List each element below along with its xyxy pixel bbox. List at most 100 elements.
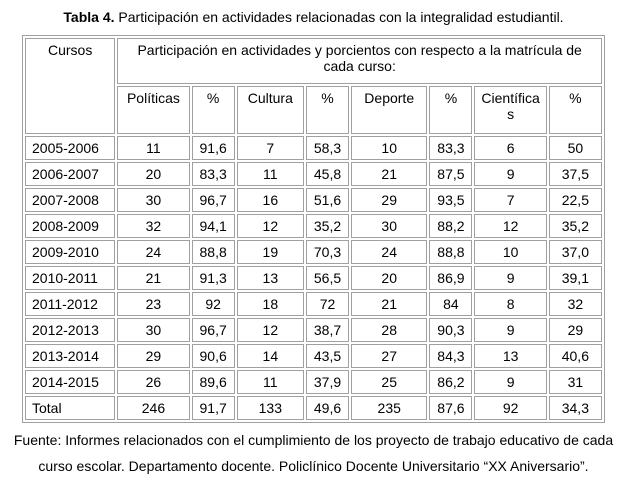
row-header-curso: Total bbox=[25, 396, 116, 420]
row-header-curso: 2008-2009 bbox=[25, 214, 116, 238]
data-cell: 29 bbox=[351, 188, 428, 212]
data-cell: 49,6 bbox=[305, 396, 350, 420]
table-row: 2014-2015 26 89,6 11 37,9 25 86,2 9 31 bbox=[25, 370, 602, 394]
data-cell: 37,0 bbox=[548, 240, 602, 264]
data-cell: 12 bbox=[236, 214, 304, 238]
data-cell: 37,9 bbox=[305, 370, 350, 394]
data-cell: 91,3 bbox=[191, 266, 235, 290]
data-cell: 96,7 bbox=[191, 188, 235, 212]
row-header-curso: 2009-2010 bbox=[25, 240, 116, 264]
data-cell: 83,3 bbox=[191, 162, 235, 186]
data-cell: 11 bbox=[236, 162, 304, 186]
data-cell: 14 bbox=[236, 344, 304, 368]
row-header-curso: 2006-2007 bbox=[25, 162, 116, 186]
column-header: Deporte bbox=[351, 86, 428, 134]
table-row: 2008-2009 32 94,1 12 35,2 30 88,2 12 35,2 bbox=[25, 214, 602, 238]
data-cell: 26 bbox=[117, 370, 190, 394]
column-header: % bbox=[191, 86, 235, 134]
column-header: % bbox=[305, 86, 350, 134]
row-header-curso: 2013-2014 bbox=[25, 344, 116, 368]
data-cell: 10 bbox=[351, 136, 428, 160]
data-cell: 93,5 bbox=[429, 188, 473, 212]
row-header-curso: 2011-2012 bbox=[25, 292, 116, 316]
participation-table: Cursos Participación en actividades y po… bbox=[22, 35, 605, 423]
data-cell: 7 bbox=[236, 136, 304, 160]
column-header: Políticas bbox=[117, 86, 190, 134]
row-header-curso: 2010-2011 bbox=[25, 266, 116, 290]
data-cell: 12 bbox=[236, 318, 304, 342]
table-caption-label: Tabla 4. bbox=[63, 9, 115, 25]
data-cell: 91,6 bbox=[191, 136, 235, 160]
data-cell: 35,2 bbox=[305, 214, 350, 238]
data-cell: 84,3 bbox=[429, 344, 473, 368]
table-row: 2012-2013 30 96,7 12 38,7 28 90,3 9 29 bbox=[25, 318, 602, 342]
table-caption-text: Participación en actividades relacionada… bbox=[114, 9, 564, 25]
data-cell: 28 bbox=[351, 318, 428, 342]
data-cell: 24 bbox=[351, 240, 428, 264]
data-cell: 133 bbox=[236, 396, 304, 420]
column-header: % bbox=[429, 86, 473, 134]
data-cell: 92 bbox=[191, 292, 235, 316]
data-cell: 29 bbox=[548, 318, 602, 342]
data-cell: 38,7 bbox=[305, 318, 350, 342]
data-cell: 32 bbox=[117, 214, 190, 238]
data-cell: 84 bbox=[429, 292, 473, 316]
table-row: 2013-2014 29 90,6 14 43,5 27 84,3 13 40,6 bbox=[25, 344, 602, 368]
data-cell: 31 bbox=[548, 370, 602, 394]
data-cell: 83,3 bbox=[429, 136, 473, 160]
data-cell: 72 bbox=[305, 292, 350, 316]
data-cell: 25 bbox=[351, 370, 428, 394]
data-cell: 91,7 bbox=[191, 396, 235, 420]
data-cell: 89,6 bbox=[191, 370, 235, 394]
data-cell: 96,7 bbox=[191, 318, 235, 342]
data-cell: 87,6 bbox=[429, 396, 473, 420]
data-cell: 88,8 bbox=[429, 240, 473, 264]
data-cell: 30 bbox=[117, 188, 190, 212]
data-cell: 11 bbox=[117, 136, 190, 160]
column-header-row: Políticas% Cultura% Deporte% Científicas% bbox=[25, 86, 602, 134]
data-cell: 34,3 bbox=[548, 396, 602, 420]
table-row: 2006-2007 20 83,3 11 45,8 21 87,5 9 37,5 bbox=[25, 162, 602, 186]
group-header-row: Cursos Participación en actividades y po… bbox=[25, 38, 602, 134]
data-cell: 21 bbox=[351, 162, 428, 186]
data-cell: 9 bbox=[474, 266, 547, 290]
table-row: 2010-2011 21 91,3 13 56,5 20 86,9 9 39,1 bbox=[25, 266, 602, 290]
data-cell: 7 bbox=[474, 188, 547, 212]
row-header-curso: 2005-2006 bbox=[25, 136, 116, 160]
corner-header-cursos: Cursos bbox=[25, 38, 116, 134]
data-cell: 20 bbox=[117, 162, 190, 186]
data-cell: 70,3 bbox=[305, 240, 350, 264]
data-cell: 246 bbox=[117, 396, 190, 420]
table-row: 2007-2008 30 96,7 16 51,6 29 93,5 7 22,5 bbox=[25, 188, 602, 212]
row-header-curso: 2012-2013 bbox=[25, 318, 116, 342]
group-header: Participación en actividades y porciento… bbox=[117, 38, 602, 84]
data-cell: 10 bbox=[474, 240, 547, 264]
data-cell: 29 bbox=[117, 344, 190, 368]
data-cell: 23 bbox=[117, 292, 190, 316]
row-header-curso: 2014-2015 bbox=[25, 370, 116, 394]
data-cell: 30 bbox=[351, 214, 428, 238]
data-cell: 11 bbox=[236, 370, 304, 394]
data-cell: 92 bbox=[474, 396, 547, 420]
data-cell: 18 bbox=[236, 292, 304, 316]
table-row: 2009-2010 24 88,8 19 70,3 24 88,8 10 37,0 bbox=[25, 240, 602, 264]
table-caption: Tabla 4. Participación en actividades re… bbox=[10, 8, 617, 26]
data-cell: 90,3 bbox=[429, 318, 473, 342]
data-cell: 22,5 bbox=[548, 188, 602, 212]
data-cell: 9 bbox=[474, 370, 547, 394]
data-cell: 12 bbox=[474, 214, 547, 238]
data-cell: 90,6 bbox=[191, 344, 235, 368]
data-cell: 30 bbox=[117, 318, 190, 342]
data-cell: 45,8 bbox=[305, 162, 350, 186]
data-cell: 8 bbox=[474, 292, 547, 316]
table-row: 2005-2006 11 91,6 7 58,3 10 83,3 6 50 bbox=[25, 136, 602, 160]
data-cell: 27 bbox=[351, 344, 428, 368]
data-cell: 51,6 bbox=[305, 188, 350, 212]
data-cell: 20 bbox=[351, 266, 428, 290]
data-cell: 21 bbox=[351, 292, 428, 316]
data-cell: 235 bbox=[351, 396, 428, 420]
data-cell: 40,6 bbox=[548, 344, 602, 368]
table-row: 2011-2012 23 92 18 72 21 84 8 32 bbox=[25, 292, 602, 316]
data-cell: 56,5 bbox=[305, 266, 350, 290]
